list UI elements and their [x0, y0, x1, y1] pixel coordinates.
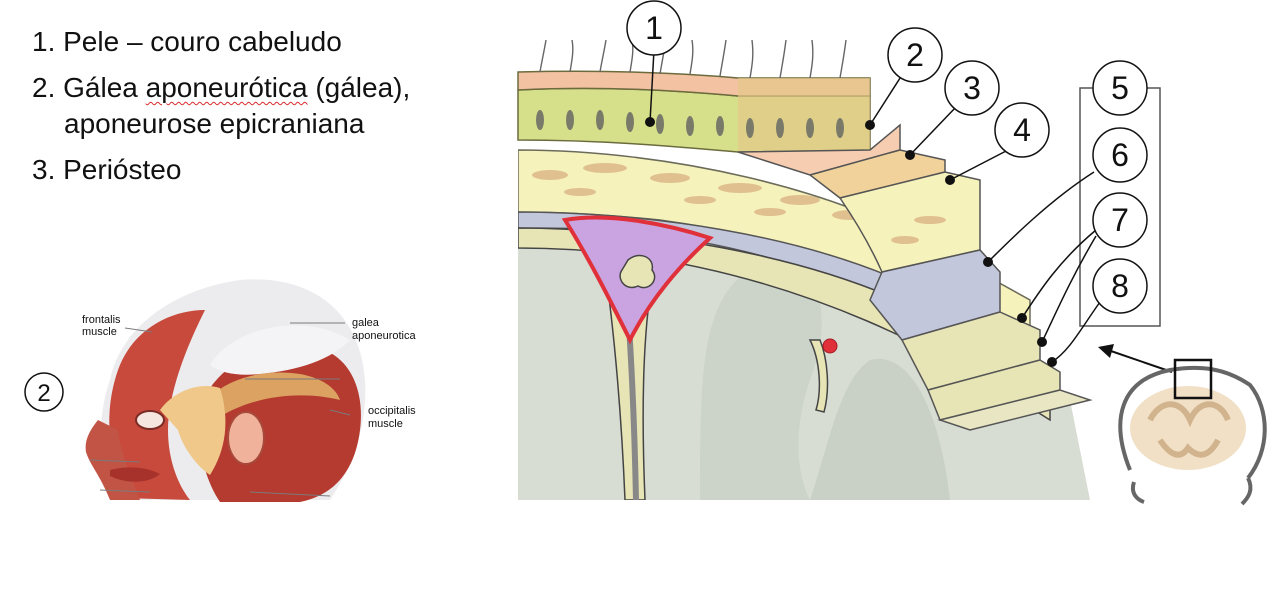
legend-item-2-suffix: (gálea),: [307, 72, 411, 103]
callout-8-label: 8: [1111, 268, 1129, 304]
head-circle-marker: 2: [24, 372, 64, 412]
hair-follicles: [536, 110, 844, 138]
section-base: [518, 149, 1090, 500]
callout-2: 2: [865, 27, 943, 130]
callout-1: 1: [626, 0, 682, 127]
scalp-block: [517, 39, 871, 153]
callout-5-label: 5: [1111, 70, 1129, 106]
callout-4: 4: [945, 102, 1050, 185]
pointer-arrow: [1098, 344, 1173, 373]
callout-7-label: 7: [1111, 202, 1129, 238]
head-marker-label: 2: [37, 380, 50, 407]
head-label-frontalis: frontalis: [82, 314, 121, 326]
legend-item-1: 1. Pele – couro cabeludo: [32, 26, 342, 57]
callout-3: 3: [905, 60, 1000, 160]
head-label-occipitalis: occipitalis: [368, 405, 416, 417]
legend-item-2-continuation: aponeurose epicraniana: [64, 108, 365, 139]
callout-6: 6: [983, 127, 1148, 267]
bone-step: [838, 171, 981, 273]
callout-4-label: 4: [1013, 112, 1031, 148]
head-label-aponeurotica: aponeurotica: [352, 330, 416, 342]
legend-item-2-spellcheck-word: aponeurótica: [145, 72, 308, 103]
head-label-frontalis-muscle: muscle: [82, 326, 117, 338]
callout-2-label: 2: [906, 37, 924, 73]
callout-7: 7: [1017, 192, 1148, 347]
head-label-galea: galea: [352, 317, 380, 329]
legend-item-2: 2. Gálea aponeurótica (gálea),: [32, 70, 410, 106]
callout-6-label: 6: [1111, 137, 1129, 173]
brain-thumbnail: [1118, 358, 1267, 506]
legend: 1. Pele – couro cabeludo 2. Gálea aponeu…: [32, 24, 410, 198]
head-label-lines: [89, 322, 351, 497]
callout-3-label: 3: [963, 70, 981, 106]
legend-item-2-prefix: 2. Gálea: [32, 72, 146, 103]
head-muscle-figure: 2 frontalis muscle galea aponeurotica oc…: [24, 279, 416, 502]
callout-8: 8: [1047, 258, 1148, 367]
legend-item-3: 3. Periósteo: [32, 154, 182, 185]
pia-step: [926, 359, 1093, 431]
meninges-section-figure: 1 2 3 4 5 6 7 8: [517, 0, 1267, 506]
callout-1-label: 1: [645, 10, 663, 46]
callout-5: 5: [1092, 60, 1148, 116]
galea-step: [737, 123, 901, 176]
bone-spots: [532, 163, 868, 220]
head-illustration: [85, 279, 366, 502]
head-label-occipitalis-muscle: muscle: [368, 418, 403, 430]
periosteum-step: [808, 149, 946, 199]
thumbnail-focus-box: [1173, 358, 1213, 400]
